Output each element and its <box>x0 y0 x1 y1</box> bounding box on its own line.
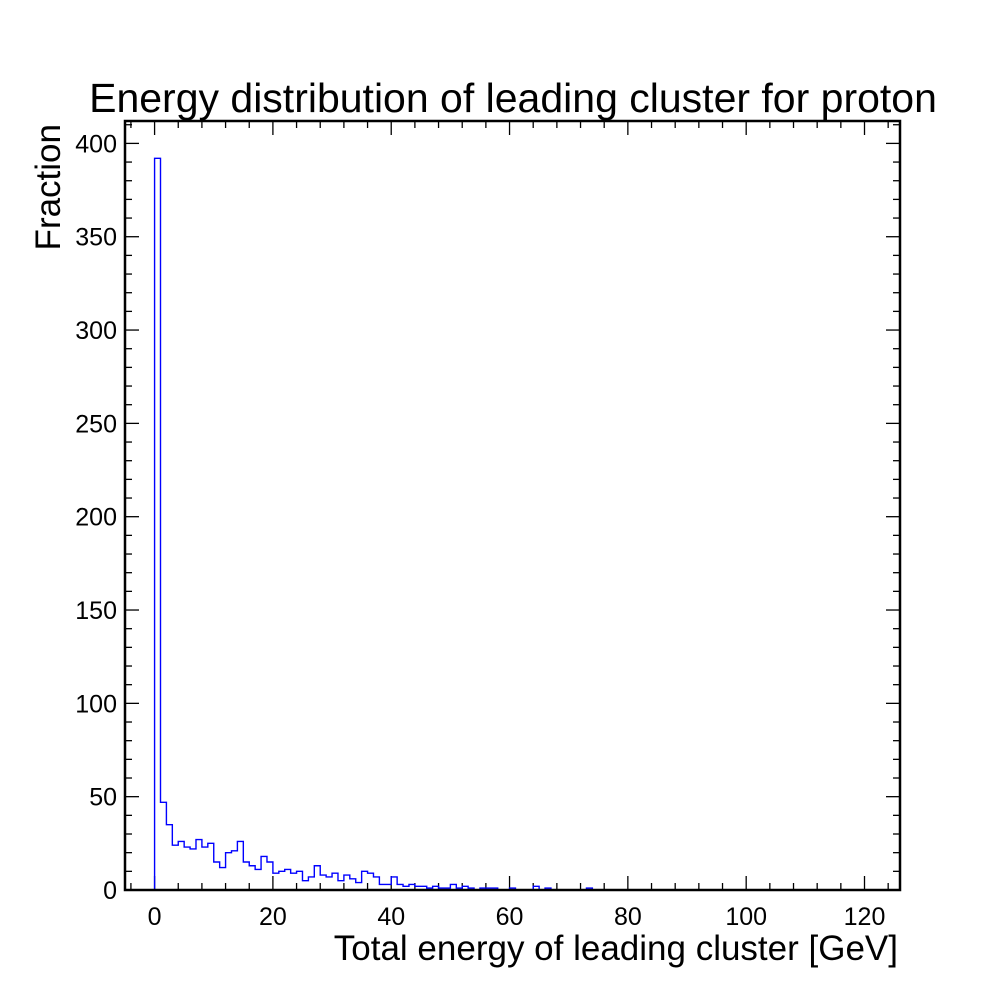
y-tick-label: 0 <box>103 877 117 905</box>
x-tick-label: 60 <box>496 903 524 931</box>
chart-title: Energy distribution of leading cluster f… <box>89 75 937 121</box>
y-tick-label: 200 <box>75 504 117 532</box>
y-tick-label: 100 <box>75 690 117 718</box>
y-tick-label: 50 <box>89 784 117 812</box>
y-axis-label: Fraction <box>29 124 68 250</box>
x-tick-label: 0 <box>148 903 162 931</box>
y-tick-label: 350 <box>75 224 117 252</box>
axis-ticks <box>125 121 900 891</box>
x-axis-label: Total energy of leading cluster [GeV] <box>334 929 898 968</box>
y-tick-label: 150 <box>75 597 117 625</box>
x-tick-label: 120 <box>844 903 886 931</box>
x-tick-label: 100 <box>725 903 767 931</box>
y-tick-label: 250 <box>75 410 117 438</box>
y-tick-label: 300 <box>75 317 117 345</box>
x-tick-label: 40 <box>377 903 405 931</box>
x-tick-label: 20 <box>259 903 287 931</box>
histogram-step-line <box>153 157 865 891</box>
plot-frame <box>123 119 902 892</box>
x-tick-label: 80 <box>614 903 642 931</box>
tick-labels: 0 20 40 60 80 100 120 0 50 100 150 200 250 300 350 400 <box>75 130 885 931</box>
y-tick-label: 400 <box>75 130 117 158</box>
